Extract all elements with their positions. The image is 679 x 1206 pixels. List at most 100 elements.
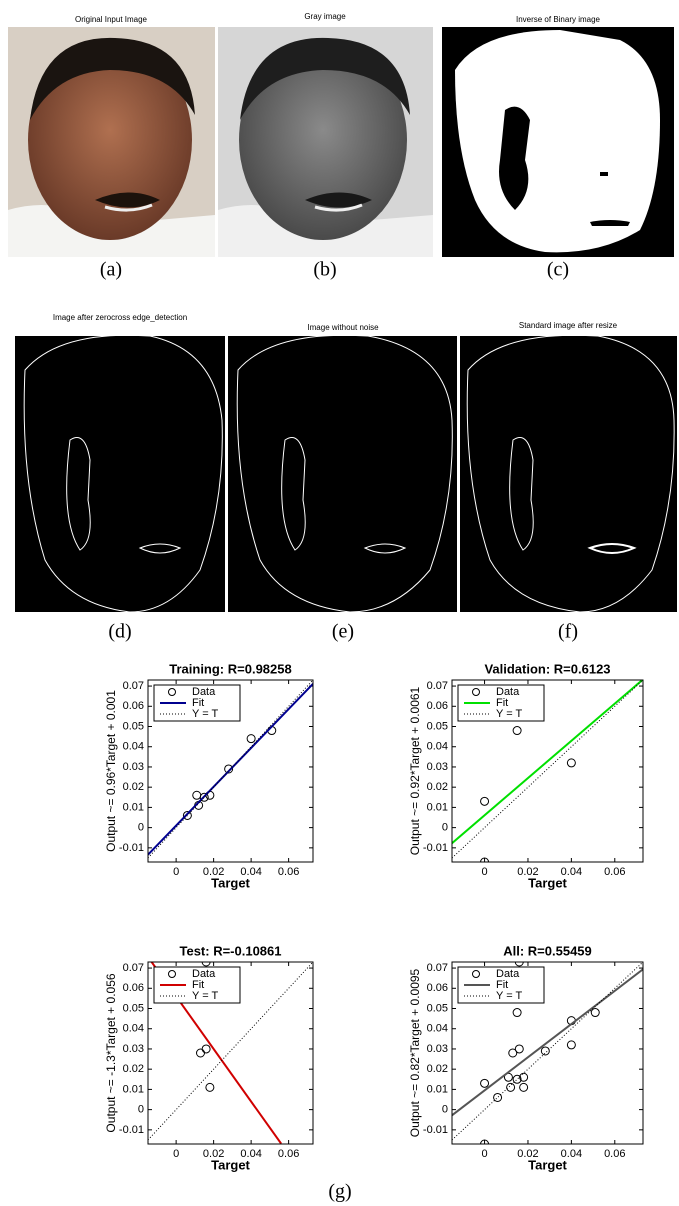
x-tick-label: 0.04 (240, 866, 261, 878)
x-axis-label: Target (211, 875, 250, 890)
y-tick-label: 0.03 (427, 761, 448, 773)
y-tick-label: 0.05 (123, 1002, 144, 1014)
image-title: Gray image (304, 12, 346, 21)
data-point (246, 734, 256, 744)
fit-line (452, 968, 643, 1117)
plot-marks (148, 680, 313, 859)
chart-title: Training: R=0.98258 (169, 661, 291, 676)
photo-original (8, 27, 215, 257)
fit-line (452, 680, 643, 844)
y-tick-label: 0.01 (123, 801, 144, 813)
x-tick-label: 0.06 (278, 866, 299, 878)
y-tick-label: 0.04 (427, 1023, 448, 1035)
y-tick-label: -0.01 (423, 1124, 448, 1136)
y-axis-label: Output ~= 0.82*Target + 0.0095 (408, 968, 422, 1137)
data-point (480, 1139, 490, 1144)
data-point (480, 796, 490, 806)
legend-label: Data (192, 686, 216, 698)
y-tick-label: 0.01 (123, 1083, 144, 1095)
x-tick-label: 0 (481, 866, 487, 878)
x-tick-label: 0.04 (561, 866, 582, 878)
data-point (540, 1046, 550, 1056)
figure-caption: (g) (328, 1181, 351, 1203)
legend-label: Y = T (192, 990, 218, 1002)
photo-binary (442, 27, 674, 257)
legend-marker (472, 688, 480, 696)
y-tick-label: 0.02 (123, 1063, 144, 1075)
x-tick-label: 0.06 (278, 1148, 299, 1160)
y-tick-label: 0 (442, 822, 448, 834)
y-tick-label: 0.05 (427, 720, 448, 732)
x-tick-label: 0.02 (517, 866, 538, 878)
legend-label: Data (496, 686, 520, 698)
x-tick-label: 0.04 (561, 1148, 582, 1160)
y-tick-label: 0.03 (123, 1043, 144, 1055)
y-tick-label: 0.06 (427, 982, 448, 994)
y-tick-label: 0.01 (427, 1083, 448, 1095)
regression-plot: -0.01 0 0.01 0.02 0.03 0.04 0.05 0.06 0.07 0 0.02 0… (104, 661, 314, 890)
chart-title: Test: R=-0.10861 (179, 943, 281, 958)
data-point (514, 1044, 524, 1054)
edge-images (15, 334, 677, 613)
data-point (566, 758, 576, 768)
y-tick-label: 0.03 (123, 761, 144, 773)
x-tick-label: 0.02 (517, 1148, 538, 1160)
y-tick-label: 0.06 (123, 700, 144, 712)
x-axis-label: Target (528, 875, 567, 890)
legend-label: Fit (496, 979, 508, 991)
x-tick-label: 0.06 (604, 1148, 625, 1160)
y-tick-label: 0.07 (427, 680, 448, 692)
regression-plot: -0.01 0 0.01 0.02 0.03 0.04 0.05 0.06 0.07 0 0.02 0… (408, 943, 644, 1172)
y-tick-label: 0.04 (123, 1023, 144, 1035)
y-tick-label: 0.06 (427, 700, 448, 712)
data-point (506, 1082, 516, 1092)
image-caption: (d) (108, 621, 131, 643)
y-axis-label: Output ~= -1.3*Target + 0.056 (104, 973, 118, 1132)
x-axis-label: Target (528, 1157, 567, 1172)
data-point (182, 810, 192, 820)
photo-gray (218, 27, 433, 257)
data-point (201, 962, 211, 967)
chart-title: Validation: R=0.6123 (484, 661, 610, 676)
legend-label: Data (496, 968, 520, 980)
data-point (514, 962, 524, 967)
y-axis-label: Output ~= 0.96*Target + 0.001 (104, 690, 118, 852)
data-point (512, 1074, 522, 1084)
fit-line (148, 683, 313, 856)
legend-marker (472, 970, 480, 978)
image-title: Inverse of Binary image (516, 15, 601, 24)
x-tick-label: 0.02 (203, 866, 224, 878)
data-point (519, 1082, 529, 1092)
legend-label: Fit (192, 979, 204, 991)
image-caption: (e) (332, 621, 354, 643)
x-tick-label: 0 (173, 866, 179, 878)
y-tick-label: 0.02 (427, 781, 448, 793)
image-caption: (c) (547, 259, 569, 281)
image-caption: (a) (100, 259, 122, 281)
y-axis-label: Output ~= 0.92*Target + 0.0061 (408, 686, 422, 855)
data-point (566, 1040, 576, 1050)
legend-label: Y = T (496, 708, 522, 720)
data-point (519, 1072, 529, 1082)
x-tick-label: 0 (481, 1148, 487, 1160)
data-point (493, 1092, 503, 1102)
y-tick-label: 0.06 (123, 982, 144, 994)
plot-marks (452, 962, 643, 1144)
data-point (224, 764, 234, 774)
plot-frame (451, 961, 644, 1145)
legend-label: Y = T (496, 990, 522, 1002)
data-point (205, 1082, 215, 1092)
x-tick-label: 0.06 (604, 866, 625, 878)
legend-marker (168, 688, 176, 696)
y-tick-label: 0.04 (427, 741, 448, 753)
plot-frame (147, 961, 314, 1145)
data-point (512, 1008, 522, 1018)
y-tick-label: -0.01 (119, 1124, 144, 1136)
plot-marks (452, 680, 643, 862)
image-title: Original Input Image (75, 15, 148, 24)
data-point (508, 1048, 518, 1058)
y-tick-label: -0.01 (119, 842, 144, 854)
